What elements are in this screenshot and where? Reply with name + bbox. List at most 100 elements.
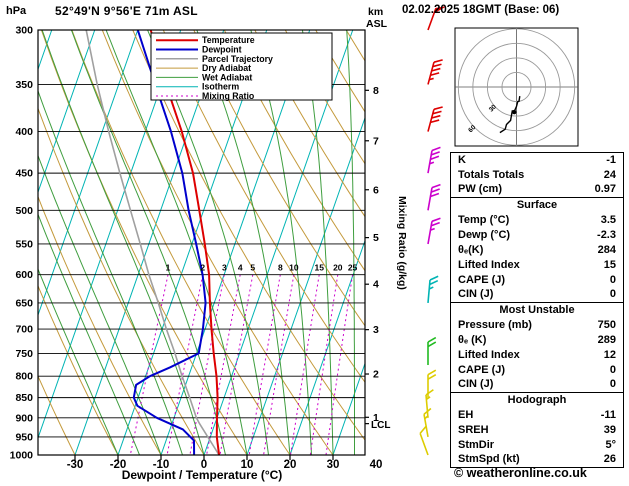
pressure-tick-label: 350	[15, 79, 33, 91]
legend-box	[150, 32, 333, 101]
isotherm-line	[117, 30, 268, 455]
stats-row: Temp (°C) 3.5	[451, 213, 624, 228]
wet-adiabat-line	[346, 30, 355, 455]
km-tick-label: 8	[373, 85, 379, 97]
stats-label: Lifted Index	[458, 348, 520, 361]
stats-value: 24	[603, 168, 616, 181]
stats-value: 3.5	[600, 213, 616, 226]
km-tick-label: 7	[373, 135, 379, 147]
mixing-ratio-line	[166, 274, 204, 455]
stats-value: 0	[609, 288, 616, 301]
km-tick-label: 5	[373, 232, 379, 244]
x-tick-label: 20	[284, 459, 297, 471]
wind-barb	[427, 336, 437, 366]
mixing-ratio-value: 25	[348, 263, 358, 273]
pressure-tick-label: 900	[15, 412, 33, 424]
stats-section-title: Hodograph	[450, 392, 624, 408]
x-tick-label: -20	[110, 459, 127, 471]
km-tick-label: 2	[373, 369, 379, 381]
stats-section-header: Hodograph	[450, 392, 624, 408]
stats-label: Dewp (°C)	[458, 228, 511, 241]
wind-barb	[427, 59, 443, 85]
wet-adiabat-line	[196, 30, 291, 455]
wind-barb	[419, 425, 429, 456]
stats-value: 5°	[605, 438, 616, 451]
isotherm-line	[160, 30, 311, 455]
mixing-ratio-line	[263, 274, 295, 455]
hodograph-trace	[499, 95, 521, 134]
stats-label: θₑ(K)	[458, 243, 484, 256]
wet-adiabat-line	[38, 154, 162, 455]
hodograph-ring	[486, 57, 547, 117]
pressure-tick-label: 550	[15, 238, 33, 250]
stats-row: EH -11	[451, 408, 624, 423]
pressure-tick-label: 950	[15, 431, 33, 443]
hodograph-ring	[472, 42, 561, 132]
stats-row: StmDir 5°	[451, 438, 624, 453]
stats-value: 0.97	[594, 183, 616, 196]
stats-label: CIN (J)	[458, 378, 494, 391]
mixing-ratio-value: 1	[166, 263, 171, 273]
station-title: 52°49'N 9°56'E 71m ASL	[55, 4, 198, 18]
stats-row: CIN (J) 0	[451, 378, 624, 393]
pressure-tick-label: 500	[15, 205, 33, 217]
lcl-label: LCL	[371, 420, 390, 431]
pressure-axis-unit: hPa	[6, 5, 27, 17]
stats-row: SREH 39	[451, 423, 624, 438]
stats-section-header: Surface	[450, 197, 624, 213]
isotherm-line	[246, 116, 365, 455]
x-tick-label: -10	[153, 459, 170, 471]
x-tick-label: 10	[241, 459, 254, 471]
mixing-ratio-value: 10	[289, 263, 299, 273]
wet-adiabat-line	[38, 213, 140, 455]
stats-label: PW (cm)	[458, 183, 502, 196]
mixing-ratio-value: 4	[238, 263, 243, 273]
wind-barb	[425, 389, 434, 418]
isotherm-line	[0, 30, 9, 455]
pressure-tick-label: 700	[15, 324, 33, 336]
pressure-tick-label: 850	[15, 392, 33, 404]
stats-value: 15	[603, 258, 616, 271]
stats-value: 26	[603, 453, 616, 466]
stats-label: Pressure (mb)	[458, 318, 532, 331]
legend-label: Parcel Trajectory	[202, 54, 273, 64]
stats-value: 0	[609, 378, 616, 391]
hodograph: 30 60	[454, 27, 579, 147]
wet-adiabat-line	[41, 30, 205, 455]
x-axis-label: Dewpoint / Temperature (°C)	[122, 468, 283, 482]
stats-value: -2.3	[597, 228, 616, 241]
mixing-ratio-line	[290, 274, 320, 455]
storm-motion-dot	[512, 109, 517, 115]
isotherm-line	[203, 30, 354, 455]
isotherm-line	[289, 239, 365, 455]
stats-table: K -1 Totals Totals 24 PW (cm) 0.97 Surface Temp…	[450, 152, 624, 468]
pressure-tick-label: 750	[15, 348, 33, 360]
mixing-ratio-value: 5	[250, 263, 255, 273]
hodograph-ring	[501, 71, 532, 102]
hodograph-ring	[457, 28, 576, 146]
temperature-curve	[149, 30, 221, 455]
stats-row: CAPE (J) 0	[451, 363, 624, 378]
stats-value: -11	[600, 408, 616, 421]
dry-adiabat-line	[223, 30, 365, 272]
x-tick-label: 30	[327, 459, 340, 471]
mixing-ratio-value: 2	[200, 263, 205, 273]
stats-label: Totals Totals	[458, 168, 525, 181]
hodograph-ring-label: 30	[488, 103, 498, 113]
stats-row: Lifted Index 12	[451, 348, 624, 363]
wind-barb-column	[419, 6, 445, 456]
stats-value: 39	[603, 423, 616, 436]
wet-adiabat-line	[250, 30, 312, 455]
wind-barb	[427, 6, 445, 31]
stats-value: 750	[597, 318, 616, 331]
km-axis-label: km	[368, 6, 383, 18]
isotherm-line	[332, 362, 365, 455]
dry-adiabat-line	[254, 30, 365, 218]
mixing-ratio-value: 3	[222, 263, 227, 273]
copyright-footer: © weatheronline.co.uk	[454, 466, 587, 480]
asl-axis-label: ASL	[366, 18, 388, 30]
stats-row: Totals Totals 24	[451, 168, 624, 183]
pressure-tick-label: 800	[15, 371, 33, 383]
